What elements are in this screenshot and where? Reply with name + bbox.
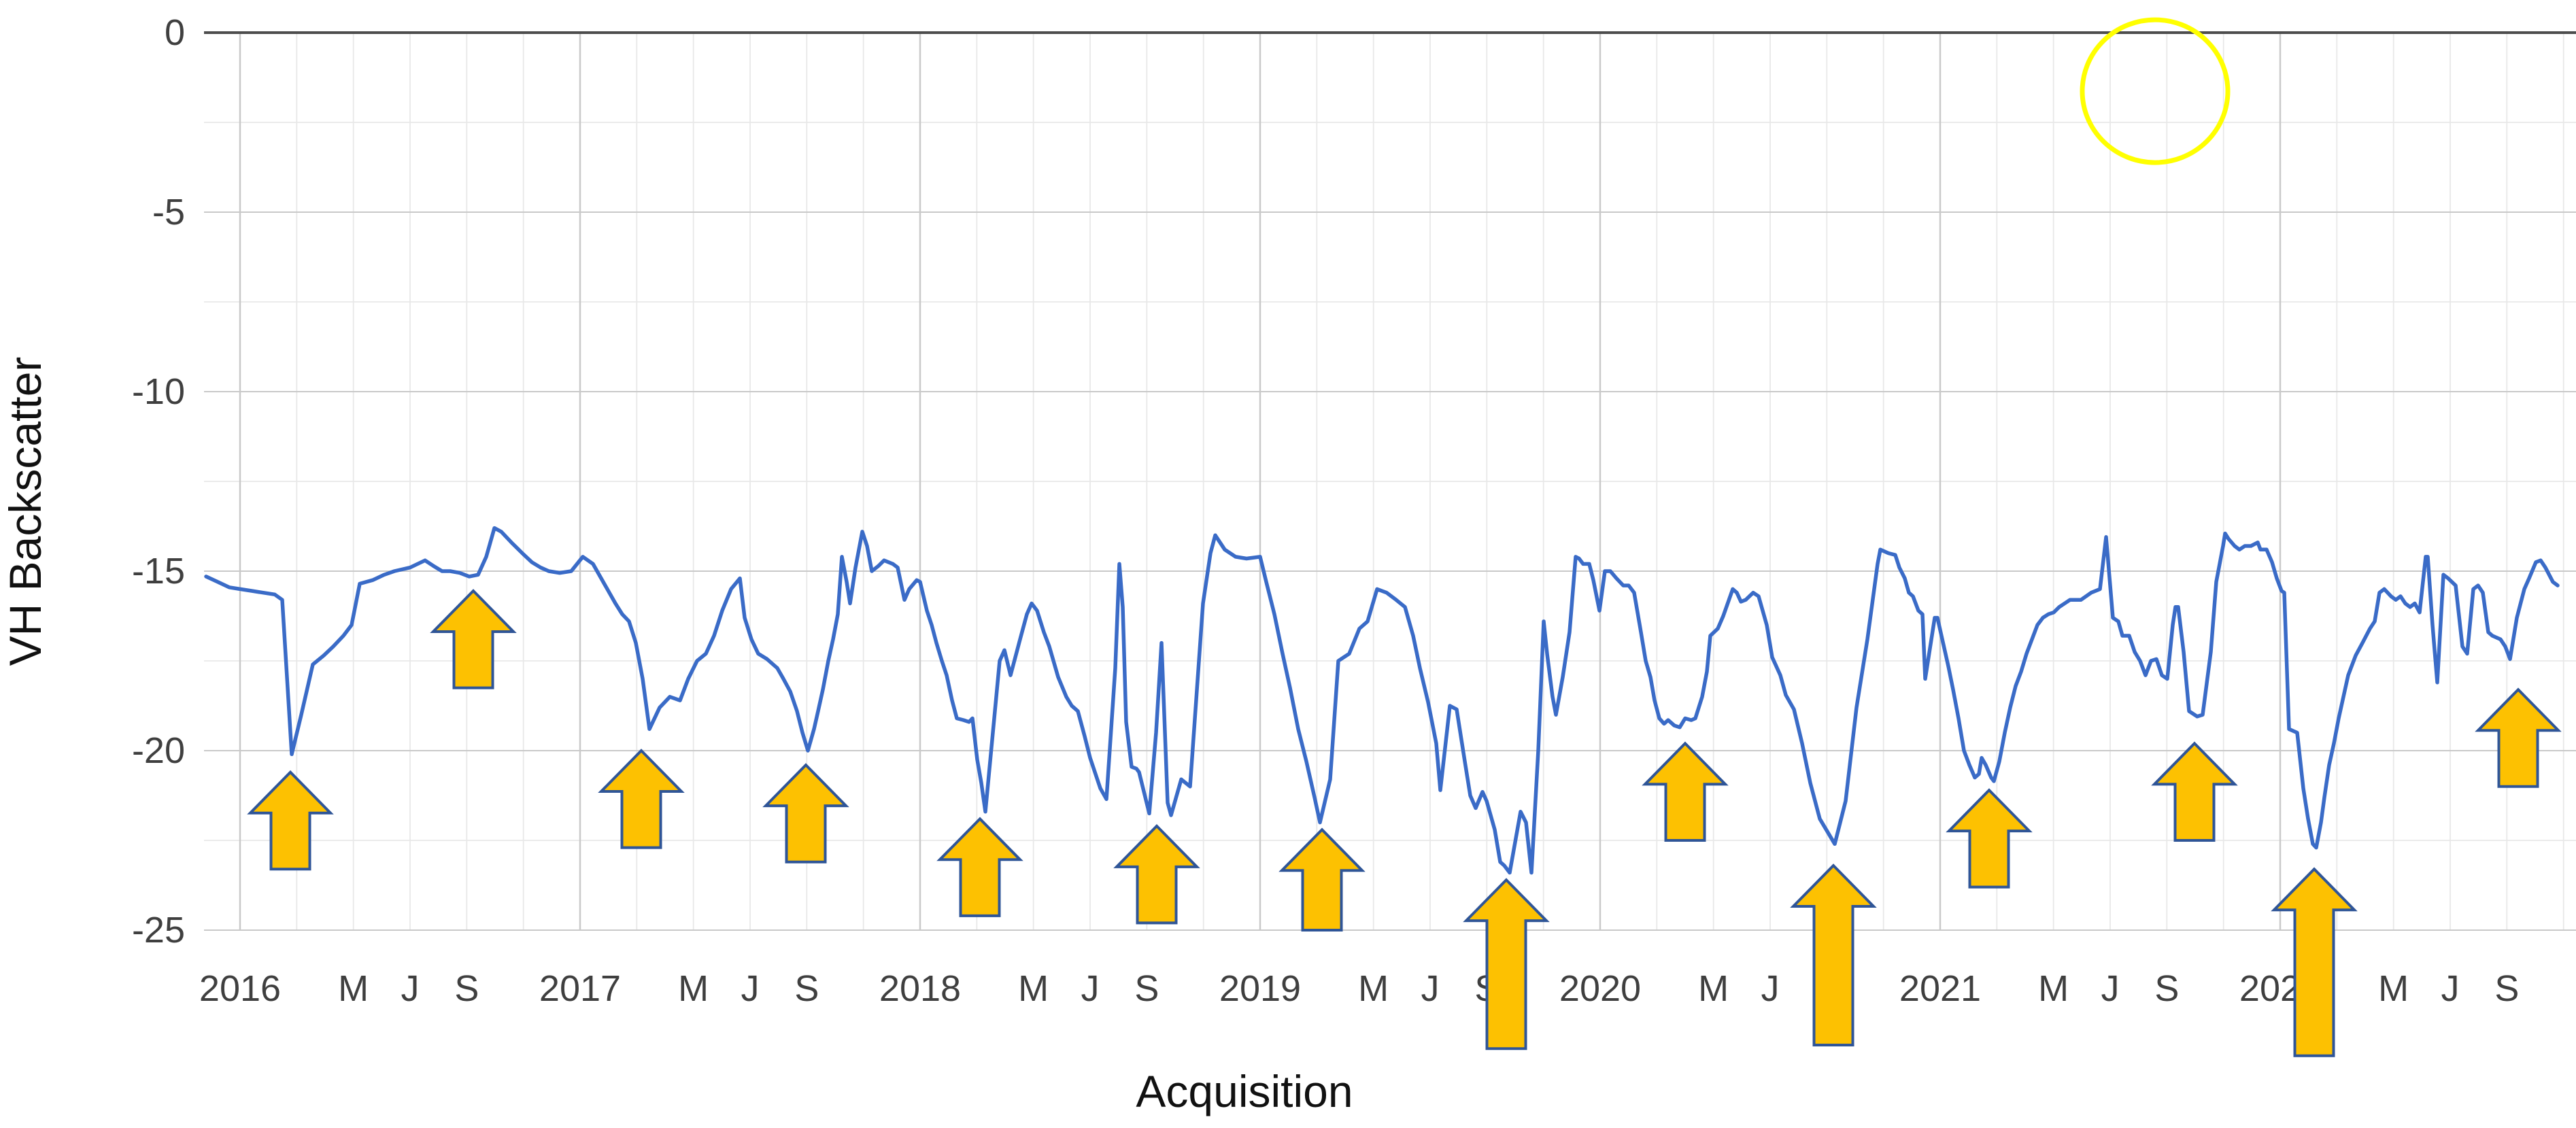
x-tick-month-label: J xyxy=(741,968,760,1009)
x-tick-month-label: M xyxy=(1358,968,1389,1009)
x-tick-month-label: M xyxy=(1698,968,1729,1009)
highlight-circle xyxy=(2080,17,2231,165)
y-tick-label: -10 xyxy=(132,371,185,412)
y-tick-label: -25 xyxy=(132,910,185,951)
up-arrow-marker xyxy=(1790,864,1877,1046)
x-tick-year-label: 2021 xyxy=(1899,968,1981,1009)
x-tick-month-label: J xyxy=(2101,968,2120,1009)
x-tick-month-label: J xyxy=(1761,968,1780,1009)
x-tick-month-label: S xyxy=(2154,968,2179,1009)
vh-backscatter-line xyxy=(204,526,2560,875)
up-arrow-marker xyxy=(1278,827,1366,932)
x-tick-month-label: M xyxy=(2038,968,2069,1009)
up-arrow-marker xyxy=(247,770,334,871)
x-tick-month-label: M xyxy=(1018,968,1049,1009)
up-arrow-marker xyxy=(598,749,685,849)
y-tick-label: 0 xyxy=(165,12,185,53)
x-tick-month-label: J xyxy=(1081,968,1100,1009)
x-tick-month-label: S xyxy=(794,968,819,1009)
up-arrow-marker xyxy=(2271,867,2358,1057)
up-arrow-marker xyxy=(430,589,517,689)
x-tick-month-label: S xyxy=(1134,968,1159,1009)
x-tick-month-label: S xyxy=(2494,968,2519,1009)
x-tick-month-label: M xyxy=(678,968,709,1009)
x-tick-month-label: M xyxy=(2378,968,2409,1009)
x-tick-month-label: S xyxy=(454,968,479,1009)
gridlines-minor xyxy=(204,33,2576,930)
y-tick-label: -5 xyxy=(152,192,185,233)
up-arrow-marker xyxy=(1113,824,1200,925)
x-tick-year-label: 2018 xyxy=(879,968,961,1009)
x-axis-title: Acquisition xyxy=(1136,1066,1353,1116)
up-arrow-marker xyxy=(762,763,849,864)
up-arrow-marker xyxy=(2151,741,2238,842)
backscatter-line-series xyxy=(204,526,2560,875)
x-tick-year-label: 2016 xyxy=(199,968,281,1009)
x-tick-month-label: J xyxy=(2441,968,2460,1009)
highlight-circle-annotation xyxy=(2080,17,2231,165)
x-tick-year-label: 2020 xyxy=(1559,968,1641,1009)
up-arrow-marker xyxy=(1642,741,1729,842)
up-arrow-marker xyxy=(1463,878,1550,1050)
x-tick-month-label: J xyxy=(401,968,420,1009)
x-tick-year-label: 2017 xyxy=(539,968,621,1009)
up-arrow-marker xyxy=(2475,687,2562,788)
y-tick-label: -20 xyxy=(132,730,185,771)
up-arrow-marker xyxy=(936,817,1023,917)
y-tick-label: -15 xyxy=(132,551,185,592)
gridlines-major xyxy=(204,33,2576,931)
x-tick-month-label: M xyxy=(338,968,369,1009)
y-axis-tick-labels: 0 -5 -10 -15 -20 -25 xyxy=(132,12,185,951)
event-up-arrows xyxy=(247,589,2562,1057)
up-arrow-marker xyxy=(1946,788,2033,889)
y-axis-title: VH Backscatter xyxy=(0,357,50,666)
x-axis-tick-labels: 2016MJS2017MJS2018MJS2019MJS2020MJS2021M… xyxy=(199,968,2519,1009)
x-tick-month-label: J xyxy=(1421,968,1440,1009)
x-tick-year-label: 2019 xyxy=(1219,968,1301,1009)
